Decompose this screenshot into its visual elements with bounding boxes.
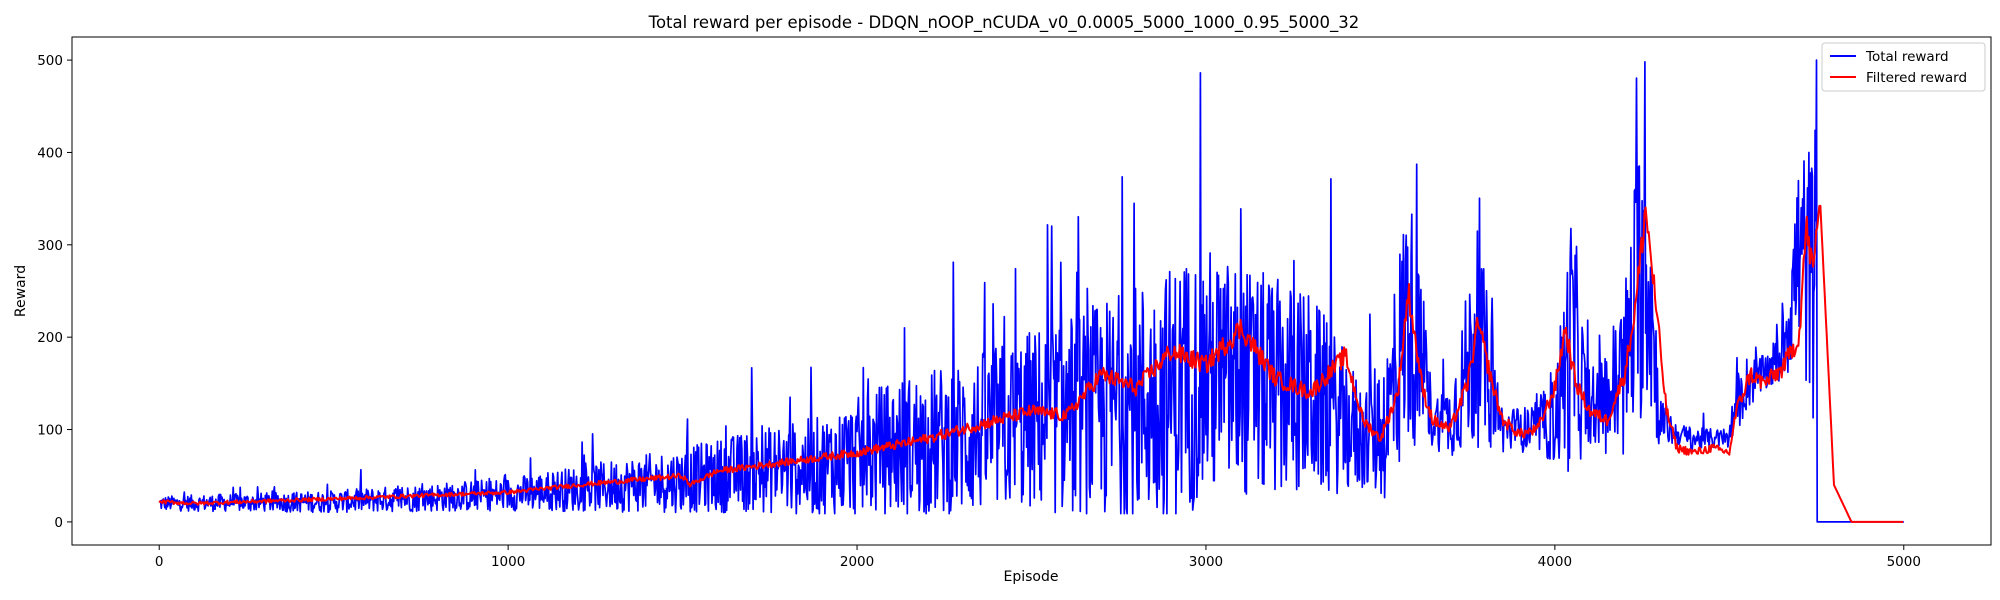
x-tick-label: 0 [155,554,164,570]
legend: Total reward Filtered reward [1821,42,1986,92]
legend-box [1821,42,1986,92]
y-tick-label: 0 [54,515,63,531]
x-tick-label: 1000 [491,554,525,570]
x-tick-label: 2000 [840,554,874,570]
x-axis-label: Episode [1004,569,1059,585]
y-tick-label: 300 [37,238,63,254]
series-total-reward-line [158,59,1904,523]
x-axis: 0 1000 2000 3000 4000 5000 [155,545,1921,570]
legend-label-total-reward: Total reward [1865,49,1949,65]
x-tick-label: 4000 [1538,554,1572,570]
x-tick-label: 3000 [1189,554,1223,570]
plot-frame [71,36,1992,546]
chart-title: Total reward per episode - DDQN_nOOP_nCU… [648,13,1360,33]
legend-label-filtered-reward: Filtered reward [1866,70,1967,86]
series-filtered-reward-line [158,204,1904,523]
y-tick-label: 400 [37,145,63,161]
y-axis-label: Reward [13,265,29,317]
y-tick-label: 500 [37,53,63,69]
y-tick-label: 100 [37,423,63,439]
y-axis: 0 100 200 300 400 500 [37,53,72,531]
x-tick-label: 5000 [1887,554,1921,570]
y-tick-label: 200 [37,330,63,346]
